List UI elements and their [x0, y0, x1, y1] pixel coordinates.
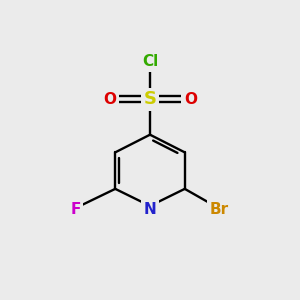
Text: O: O	[103, 92, 116, 107]
Text: Br: Br	[210, 202, 229, 217]
Text: F: F	[70, 202, 81, 217]
Text: Cl: Cl	[142, 54, 158, 69]
Text: N: N	[144, 202, 156, 217]
Text: S: S	[143, 90, 157, 108]
Text: O: O	[184, 92, 197, 107]
